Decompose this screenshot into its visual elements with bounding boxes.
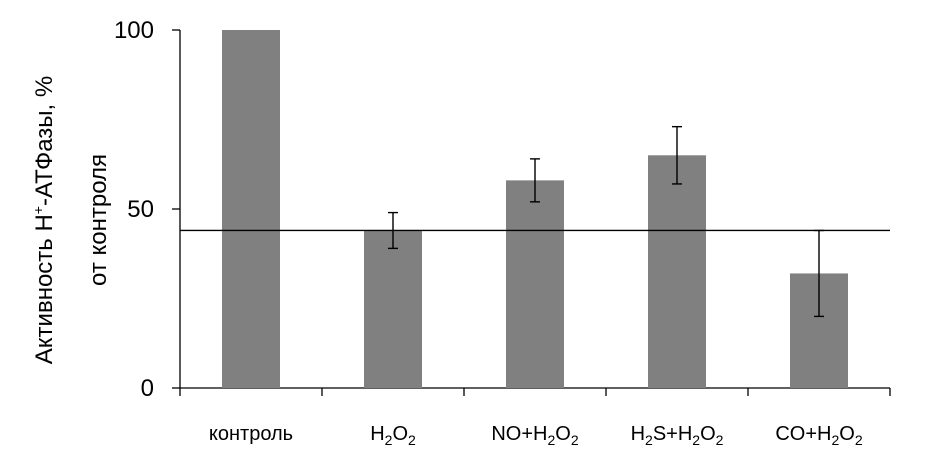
error-bars — [388, 125, 824, 318]
x-tick-label: H2S+H2O2 — [631, 423, 724, 448]
x-tick-label: H2O2 — [370, 423, 416, 448]
y-axis-label-line-2: от контроля — [85, 154, 112, 286]
bar — [648, 155, 706, 388]
y-tick-label: 0 — [141, 375, 154, 402]
y-axis-label-line-1: Активность Н+-АТФазы, % — [30, 76, 58, 364]
error-bar — [672, 125, 682, 185]
bars — [222, 30, 848, 388]
y-axis-label: Активность Н+-АТФазы, % от контроля — [30, 76, 112, 364]
bar — [364, 230, 422, 388]
x-tick-label: контроль — [209, 423, 293, 445]
bar — [506, 180, 564, 388]
x-tick-labels: контроль H2O2 NO+H2O2 H2S+H2O2 CO+H2O2 — [209, 423, 863, 448]
x-tick-label: NO+H2O2 — [491, 423, 578, 448]
x-tick-label: CO+H2O2 — [775, 423, 862, 448]
y-tick-label: 50 — [127, 196, 154, 223]
bar — [222, 30, 280, 388]
y-tick-label: 100 — [114, 17, 154, 44]
error-bar — [530, 158, 540, 203]
y-tick-labels: 0 50 100 — [114, 17, 154, 402]
